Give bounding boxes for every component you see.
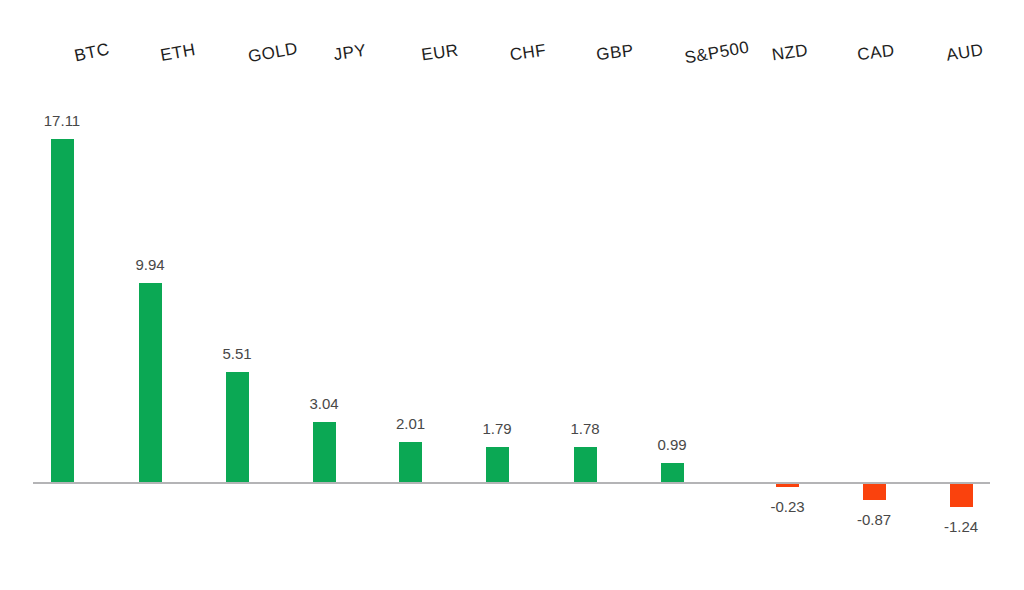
value-label-eth: 9.94	[105, 256, 195, 273]
value-label-jpy: 3.04	[279, 395, 369, 412]
bar-jpy	[313, 422, 336, 483]
value-label-gbp: 1.78	[540, 420, 630, 437]
value-label-sp500: 0.99	[627, 436, 717, 453]
bar-cad	[863, 483, 886, 500]
bar-chf	[486, 447, 509, 483]
value-label-chf: 1.79	[452, 420, 542, 437]
value-label-nzd: -0.23	[743, 498, 833, 515]
value-label-aud: -1.24	[916, 518, 1006, 535]
value-label-eur: 2.01	[366, 415, 456, 432]
bar-aud	[950, 483, 973, 508]
bar-gold	[226, 372, 249, 482]
x-axis-line	[33, 482, 990, 485]
bar-chart: BTC17.11ETH9.94GOLD5.51JPY3.04EUR2.01CHF…	[0, 0, 1024, 590]
bar-btc	[51, 139, 74, 482]
bar-eur	[399, 442, 422, 482]
bar-gbp	[574, 447, 597, 483]
value-label-btc: 17.11	[17, 112, 107, 129]
bar-eth	[139, 283, 162, 482]
bar-sp500	[661, 463, 684, 483]
value-label-cad: -0.87	[829, 511, 919, 528]
value-label-gold: 5.51	[192, 345, 282, 362]
